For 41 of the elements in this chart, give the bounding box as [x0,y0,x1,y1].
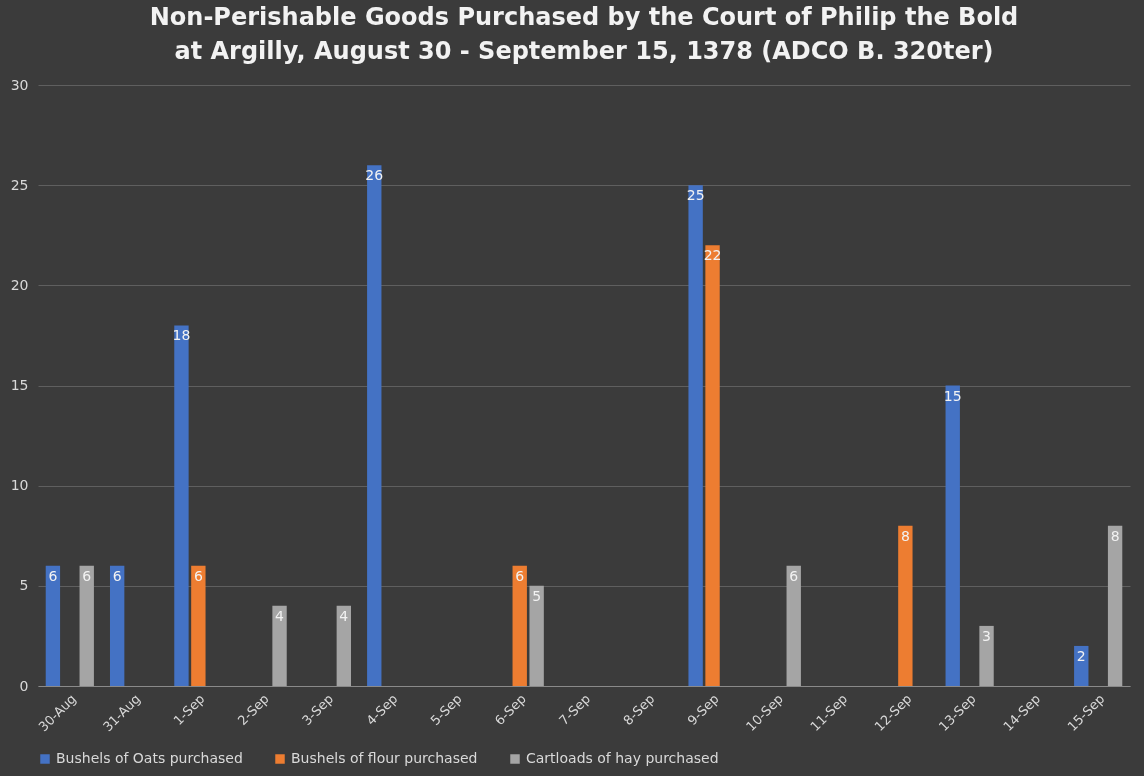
data-label: 6 [515,567,525,584]
data-label: 8 [900,527,910,544]
bar [174,325,189,686]
legend-label: Bushels of Oats purchased [56,750,243,766]
data-label: 4 [275,607,285,624]
bar [786,565,801,686]
bar [705,245,720,686]
data-label: 6 [789,567,799,584]
data-label: 2 [1076,647,1086,664]
bar [367,165,382,686]
bar [336,605,352,686]
chart-title: Non-Perishable Goods Purchased by the Court of Philip the Bold at Argilly, August 30 - September 15, 1378 (ADCO B. 320ter) [149,3,1019,65]
data-label: 8 [1110,527,1120,544]
bar [512,565,527,686]
y-tick-label: 15 [10,377,29,393]
bar [529,585,544,686]
y-tick-label: 25 [10,176,29,193]
bar [272,605,287,686]
y-tick-label: 20 [10,276,29,293]
data-label: 4 [339,607,349,624]
y-tick-label: 0 [19,677,29,694]
data-label: 6 [112,567,122,584]
data-label: 5 [532,587,542,604]
y-tick-label: 5 [19,577,29,594]
y-tick-label: 10 [10,477,29,494]
bar [1107,525,1123,686]
data-label: 6 [48,567,58,584]
bar [945,385,960,686]
bar [109,565,125,686]
legend-label: Bushels of flour purchased [291,750,478,766]
bar [79,565,94,686]
bar [979,625,994,686]
bar [191,565,206,686]
legend-label: Cartloads of hay purchased [526,750,719,766]
y-tick-label: 30 [10,76,29,93]
data-label: 6 [82,567,92,584]
data-label: 3 [982,627,992,644]
data-label: 6 [193,567,203,584]
bar [688,185,703,686]
bar [45,565,61,686]
bar [898,525,913,686]
